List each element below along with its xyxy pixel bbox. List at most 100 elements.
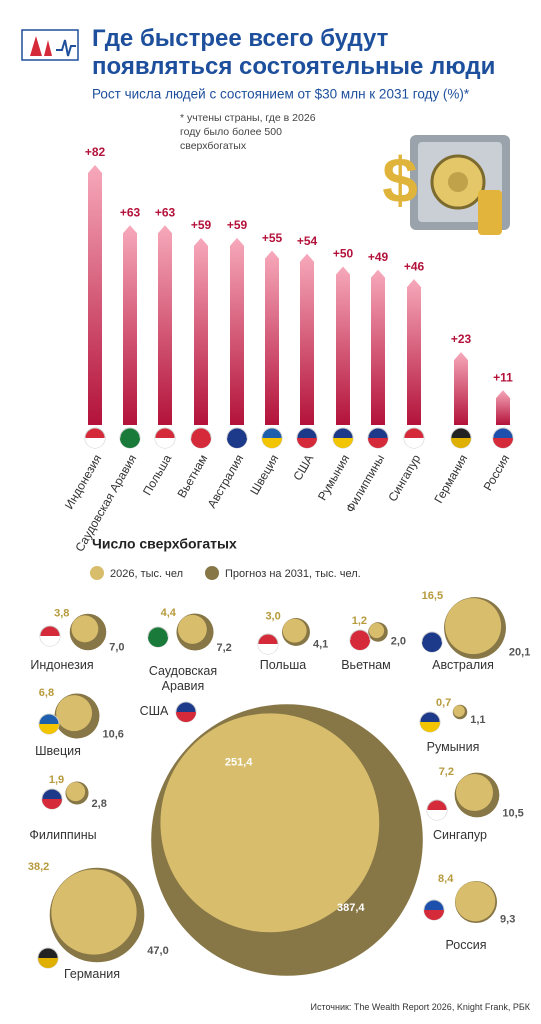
flag-part (350, 640, 370, 650)
flag (367, 427, 389, 449)
value-label-2031: 10,5 (502, 808, 523, 820)
country-label: Сингапур (433, 828, 487, 842)
country-label: Вьетнам (341, 658, 391, 672)
flag (450, 427, 472, 449)
flag (41, 788, 63, 810)
flag (332, 427, 354, 449)
flag-part (368, 438, 388, 448)
bubble-2026 (282, 618, 307, 643)
value-label-2026: 1,9 (49, 774, 64, 786)
country-label: Россия (445, 938, 487, 952)
value-label-2026: 3,8 (54, 607, 69, 619)
flag-part (39, 724, 59, 734)
flag-part (120, 438, 140, 448)
value-label: +23 (451, 332, 472, 346)
flag-part (148, 637, 168, 647)
legend-swatch (205, 566, 219, 580)
flag-part (297, 438, 317, 448)
bar (371, 269, 385, 425)
bubble-2026 (445, 598, 502, 655)
flag-part (333, 438, 353, 448)
flag (419, 711, 441, 733)
flag-part (493, 438, 513, 448)
value-label: +11 (493, 370, 513, 384)
value-label-2026: 38,2 (28, 861, 49, 873)
bubble-2026 (369, 623, 385, 639)
value-label-2026: 1,2 (352, 615, 367, 627)
flag (39, 625, 61, 647)
value-label-2031: 1,1 (470, 714, 485, 726)
value-label-2026: 251,4 (225, 757, 253, 769)
flag (403, 427, 425, 449)
bubble-2026 (71, 615, 99, 643)
legend-swatch (90, 566, 104, 580)
value-label-2026: 6,8 (39, 687, 54, 699)
bubble-2026 (56, 695, 93, 732)
flag (175, 701, 197, 723)
bubble-2026 (455, 881, 496, 922)
bar (158, 225, 172, 425)
bar (123, 225, 137, 425)
x-tick-label: Румыния (315, 452, 352, 503)
value-label: +63 (155, 205, 176, 219)
value-label-2031: 2,0 (391, 636, 406, 648)
country-label: Индонезия (30, 658, 94, 672)
flag (492, 427, 514, 449)
country-label: Швеция (35, 744, 81, 758)
chart-subtitle: Рост числа людей с состоянием от $30 млн… (92, 87, 470, 102)
bar (336, 266, 350, 425)
flag (190, 427, 212, 449)
bar (194, 237, 208, 425)
x-tick-label: Россия (481, 452, 513, 493)
value-label-2026: 7,2 (439, 766, 454, 778)
country-label: Польша (259, 658, 307, 672)
legend-label: 2026, тыс. чел (110, 568, 183, 580)
flag (349, 629, 371, 651)
value-label: +63 (120, 205, 141, 219)
legend-label: Прогноз на 2031, тыс. чел. (225, 568, 361, 580)
flag-part (38, 958, 58, 968)
flag-part (227, 438, 247, 448)
flag-part (427, 810, 447, 820)
bar (88, 165, 102, 425)
safe-illustration: $ (382, 135, 510, 235)
bar (300, 253, 314, 425)
x-tick-label: Германия (431, 452, 470, 506)
country-label: Филиппины (29, 828, 97, 842)
bubble-2026 (51, 869, 137, 955)
country-label: Саудовская Аравия (148, 664, 218, 693)
value-label-2026: 4,4 (161, 607, 177, 619)
flag-part (258, 644, 278, 654)
value-label-2031: 7,2 (217, 642, 232, 654)
chart-title: Где быстрее всего будут появляться состоя… (92, 25, 495, 80)
flag (38, 713, 60, 735)
flag (423, 899, 445, 921)
bar (265, 250, 279, 425)
value-label-2031: 10,6 (102, 729, 123, 741)
x-tick-label: Швеция (247, 452, 281, 497)
bubble-2026 (160, 713, 380, 933)
value-label-2031: 4,1 (313, 639, 328, 651)
svg-text:$: $ (382, 144, 418, 216)
flag-part (176, 712, 196, 722)
flag-part (40, 636, 60, 646)
flag-part (451, 438, 471, 448)
flag-part (262, 438, 282, 448)
source: Источник: The Wealth Report 2026, Knight… (310, 1002, 531, 1012)
flag (226, 427, 248, 449)
flag-part (422, 642, 442, 652)
flag-part (191, 438, 211, 448)
flag (261, 427, 283, 449)
footnote: * учтены страны, где в 2026 году было бо… (180, 112, 316, 152)
value-label: +46 (404, 259, 425, 273)
flag-part (404, 438, 424, 448)
value-label-2031: 20,1 (509, 647, 530, 659)
x-tick-label: США (290, 452, 316, 483)
country-label: Румыния (426, 740, 480, 754)
bubble-2026 (453, 705, 465, 717)
value-label: +50 (333, 247, 354, 261)
flag-part (420, 722, 440, 732)
chart-title: Число сверхбогатых (92, 536, 237, 552)
